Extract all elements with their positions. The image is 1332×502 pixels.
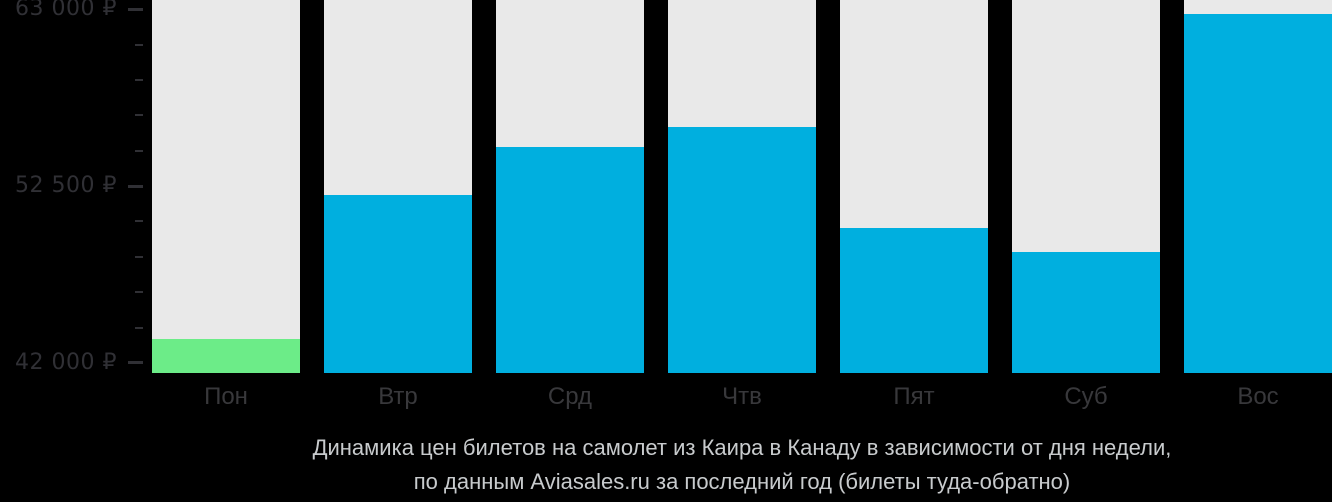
- bar-fill-Суб: [1012, 251, 1160, 373]
- y-axis-tick-minor: [135, 291, 143, 294]
- bar-track-Пят: [840, 0, 988, 373]
- x-axis-label-Суб: Суб: [1064, 383, 1108, 410]
- bar-track-Суб: [1012, 0, 1160, 373]
- bar-track-Втр: [324, 0, 472, 373]
- y-axis-tick-minor: [135, 78, 143, 81]
- y-axis-tick-minor: [135, 220, 143, 223]
- bar-fill-Чтв: [668, 127, 816, 373]
- chart-caption: Динамика цен билетов на самолет из Каира…: [152, 431, 1332, 499]
- bar-track-Срд: [496, 0, 644, 373]
- y-axis-tick-major: [128, 7, 143, 11]
- x-axis-label-Чтв: Чтв: [722, 383, 762, 410]
- x-axis-label-Вос: Вос: [1237, 383, 1279, 410]
- bar-track-Вос: [1184, 0, 1332, 373]
- bar-track-Чтв: [668, 0, 816, 373]
- x-axis-label-Втр: Втр: [378, 383, 418, 410]
- bar-track-Пон: [152, 0, 300, 373]
- x-axis-label-Пон: Пон: [204, 383, 248, 410]
- y-axis-tick-minor: [135, 149, 143, 152]
- bar-fill-Вос: [1184, 14, 1332, 373]
- y-axis-tick-minor: [135, 326, 143, 329]
- chart-title: Динамика цен билетов на самолет из Каира…: [312, 435, 1172, 460]
- bar-fill-Срд: [496, 147, 644, 373]
- y-axis-tick-major: [128, 184, 143, 188]
- x-axis-label-Срд: Срд: [547, 383, 593, 410]
- x-axis-label-Пят: Пят: [893, 383, 935, 410]
- bar-fill-Втр: [324, 194, 472, 373]
- y-axis-tick-minor: [135, 43, 143, 46]
- y-axis-tick-major: [128, 361, 143, 365]
- bar-fill-Пон: [152, 339, 300, 373]
- y-axis-label: 42 000 ₽: [15, 349, 117, 375]
- y-axis-tick-minor: [135, 114, 143, 117]
- chart-subtitle: по данным Aviasales.ru за последний год …: [413, 469, 1071, 494]
- y-axis-label: 63 000 ₽: [15, 0, 117, 22]
- bar-fill-Пят: [840, 228, 988, 373]
- y-axis-tick-minor: [135, 255, 143, 258]
- y-axis-label: 52 500 ₽: [15, 173, 117, 199]
